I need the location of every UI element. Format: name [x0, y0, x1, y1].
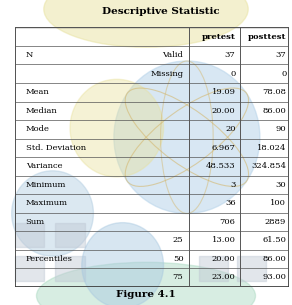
Text: 19.09: 19.09: [212, 88, 236, 96]
Text: pretest: pretest: [202, 33, 236, 41]
Ellipse shape: [36, 262, 256, 305]
Circle shape: [12, 171, 93, 256]
Text: 706: 706: [220, 218, 236, 226]
Text: 37: 37: [225, 51, 236, 59]
Text: 78.08: 78.08: [262, 88, 286, 96]
Bar: [15, 223, 44, 247]
Bar: [55, 223, 85, 247]
Text: 30: 30: [276, 181, 286, 189]
Text: Maximum: Maximum: [26, 199, 67, 207]
Text: N: N: [26, 51, 33, 59]
Text: 36: 36: [225, 199, 236, 207]
Text: 23.00: 23.00: [212, 274, 236, 282]
Bar: [15, 256, 44, 281]
Text: 324.854: 324.854: [251, 162, 286, 170]
Circle shape: [82, 223, 164, 305]
Bar: [55, 256, 85, 281]
Ellipse shape: [44, 0, 248, 47]
Text: 61.50: 61.50: [263, 236, 286, 244]
Text: 90: 90: [276, 125, 286, 133]
Text: Variance: Variance: [26, 162, 62, 170]
Bar: [237, 256, 266, 281]
Text: 37: 37: [276, 51, 286, 59]
Text: Descriptive Statistic: Descriptive Statistic: [102, 7, 219, 16]
Text: 86.00: 86.00: [263, 107, 286, 115]
Text: 100: 100: [270, 199, 286, 207]
Text: 75: 75: [173, 274, 183, 282]
Circle shape: [114, 61, 260, 213]
Text: 20: 20: [225, 125, 236, 133]
Text: Missing: Missing: [150, 70, 183, 78]
Text: 18.024: 18.024: [257, 144, 286, 152]
Text: 0: 0: [281, 70, 286, 78]
Text: 20.00: 20.00: [212, 107, 236, 115]
Text: Sum: Sum: [26, 218, 45, 226]
Text: Percentiles: Percentiles: [26, 255, 72, 263]
Circle shape: [70, 79, 164, 177]
Text: 48.533: 48.533: [206, 162, 236, 170]
Text: 25: 25: [173, 236, 183, 244]
Text: Mean: Mean: [26, 88, 49, 96]
Text: Minimum: Minimum: [26, 181, 66, 189]
Text: 93.00: 93.00: [263, 274, 286, 282]
Text: 20.00: 20.00: [212, 255, 236, 263]
Bar: [199, 256, 228, 281]
Text: Std. Deviation: Std. Deviation: [26, 144, 86, 152]
Text: 86.00: 86.00: [263, 255, 286, 263]
Text: Valid: Valid: [163, 51, 183, 59]
Text: 50: 50: [173, 255, 183, 263]
Text: Mode: Mode: [26, 125, 49, 133]
Text: Figure 4.1: Figure 4.1: [116, 290, 176, 299]
Text: 6.967: 6.967: [212, 144, 236, 152]
Text: 2889: 2889: [265, 218, 286, 226]
Text: Median: Median: [26, 107, 57, 115]
Text: 13.00: 13.00: [212, 236, 236, 244]
Text: posttest: posttest: [248, 33, 286, 41]
Text: 0: 0: [230, 70, 236, 78]
Text: 3: 3: [230, 181, 236, 189]
